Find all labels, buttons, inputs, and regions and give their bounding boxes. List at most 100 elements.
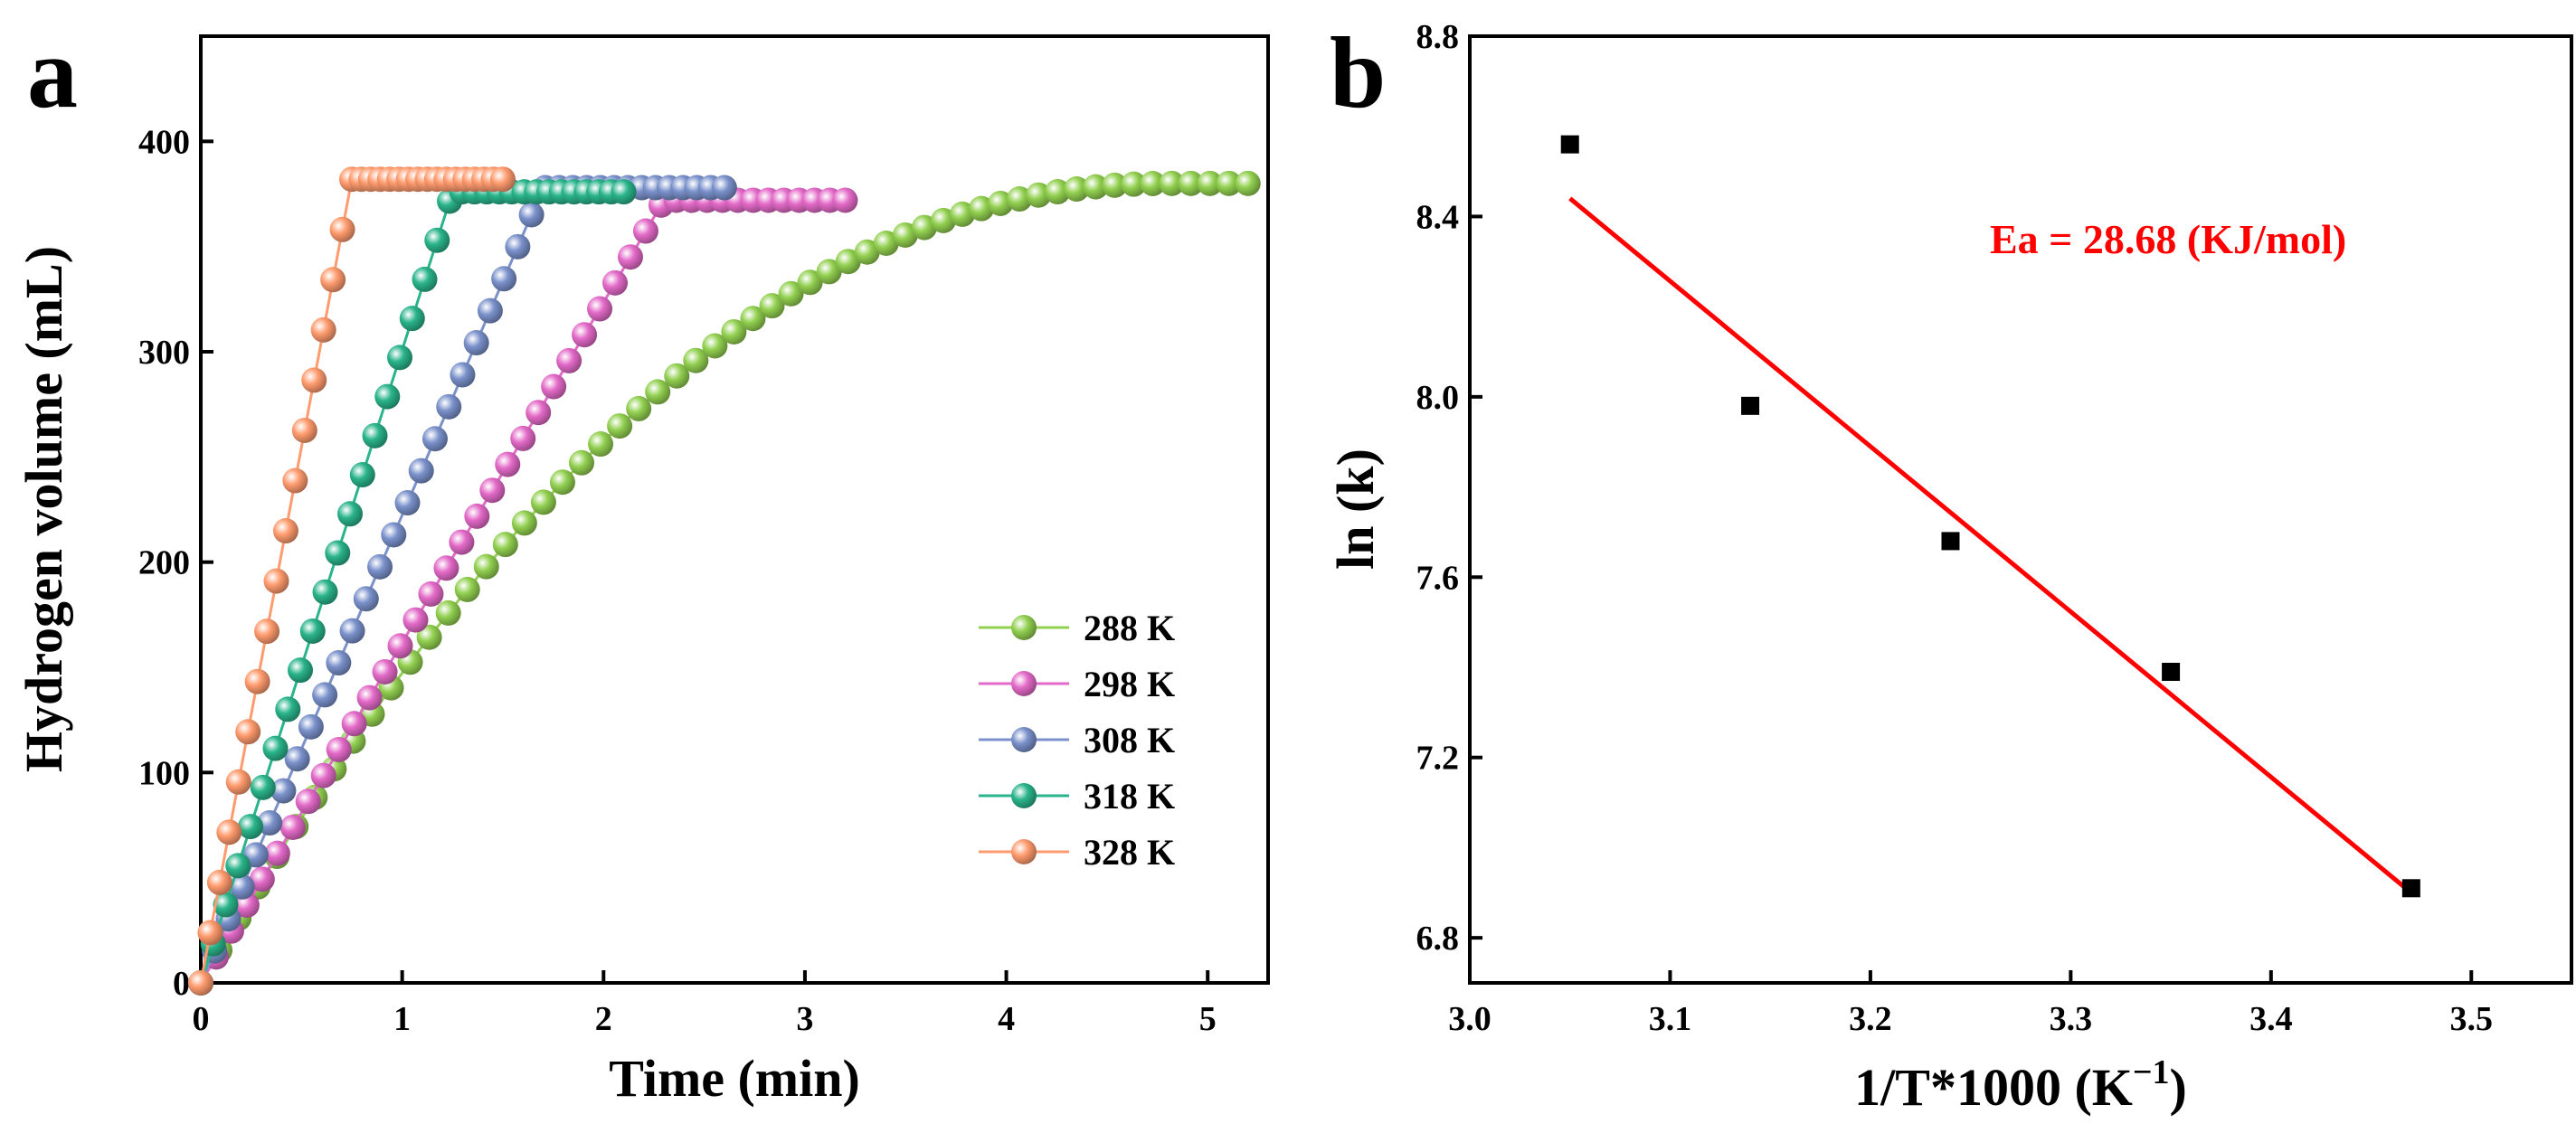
data-point [325,540,351,566]
data-point [424,227,450,253]
panel-a-y-tick-label: 400 [138,123,190,161]
data-point [301,367,327,393]
data-point [1235,170,1261,196]
panel-a-x-tick-label: 5 [1199,1000,1217,1038]
data-point [587,296,613,322]
data-point [607,413,633,439]
panel-b-y-tick-label: 6.8 [1416,920,1460,958]
legend-item: 318 K [979,776,1175,817]
data-point [1178,170,1204,196]
data-point [262,735,289,761]
panel-a-y-tick-label: 200 [138,544,190,582]
panel-a-x-tick-label: 2 [595,1000,612,1038]
data-point [740,306,766,332]
data-point [275,696,301,722]
data-point [381,522,407,548]
data-point [645,379,671,405]
data-point [216,819,242,845]
data-point [288,657,314,684]
data-point [412,266,438,292]
data-point [1197,170,1223,196]
data-point [310,316,336,343]
data-point [518,202,545,228]
legend-marker [1011,783,1037,808]
data-point [588,431,614,458]
panel-b-y-tick-label: 8.4 [1416,198,1460,236]
panel-a-y-axis-title: Hydrogen volume (mL) [14,246,73,772]
data-point [291,417,317,443]
data-point [387,345,413,371]
data-point [272,518,298,544]
data-point [511,510,537,536]
data-point [263,568,289,594]
data-point [295,788,321,815]
panel-a-x-tick-label: 0 [193,1000,210,1038]
data-point [568,449,594,476]
panel-a-legend: 288 K 298 K 308 K 318 K 328 K [979,608,1175,873]
data-point [2401,879,2420,898]
data-point [326,736,352,762]
legend-label: 308 K [1084,720,1175,760]
legend-label: 288 K [1084,608,1175,648]
data-point [433,555,459,581]
panel-a-x-tick-label: 3 [796,1000,813,1038]
data-point [759,293,785,319]
data-point [489,166,516,193]
panel-a-plot-frame [199,34,1270,985]
data-point [505,233,531,260]
legend-item: 298 K [979,664,1175,704]
panel-b-letter: b [1330,17,1386,129]
data-point [257,810,283,836]
data-point [930,207,956,233]
panel-b-x-tick-label: 3.0 [1448,1000,1492,1038]
data-point [284,746,310,772]
data-point [244,668,270,694]
panel-b-plot-frame [1468,34,2573,985]
data-point [225,853,251,879]
data-point [530,489,556,515]
data-point [526,400,552,426]
data-point [254,618,280,645]
data-point [235,719,261,745]
legend-marker [1011,839,1037,864]
data-point [299,618,326,644]
data-point [702,333,728,359]
data-point [1159,170,1185,196]
data-point [206,869,232,895]
data-point [418,581,444,607]
data-point [491,266,517,292]
legend-marker [1011,671,1037,696]
data-point [1064,176,1090,203]
data-point [416,624,442,650]
data-point [329,216,355,242]
panel-b-chart: 3.0 3.1 3.2 3.3 3.4 3.5 6.8 7.2 7.6 8.0 8.4 8.8 Ea … [1326,18,2573,1117]
data-point [572,322,598,348]
data-point [310,762,336,788]
data-point [1007,186,1033,212]
data-point [353,586,379,612]
data-point [969,195,995,222]
data-point [387,633,413,659]
legend-item: 288 K [979,608,1175,648]
data-point [341,711,367,737]
data-point [541,373,567,400]
data-point [213,892,239,918]
legend-item: 308 K [979,720,1175,760]
data-point [1083,174,1109,200]
data-point [549,469,575,496]
data-point [362,422,388,448]
legend-label: 298 K [1084,664,1175,704]
data-point [349,462,375,488]
data-point [394,490,421,516]
panel-b-y-axis-title: ln (k) [1326,448,1385,570]
data-point [721,318,747,345]
panel-b-y-tick-label: 8.0 [1416,379,1460,417]
data-point [835,249,861,275]
series-328-k [188,166,516,996]
panel-b-x-tick-label: 3.4 [2249,1000,2293,1038]
data-point [399,306,425,332]
data-point [797,269,823,296]
panel-b-x-axis-title: 1/T*1000 (K−1) [1854,1053,2187,1117]
panel-a-y-tick-label: 100 [138,754,190,792]
